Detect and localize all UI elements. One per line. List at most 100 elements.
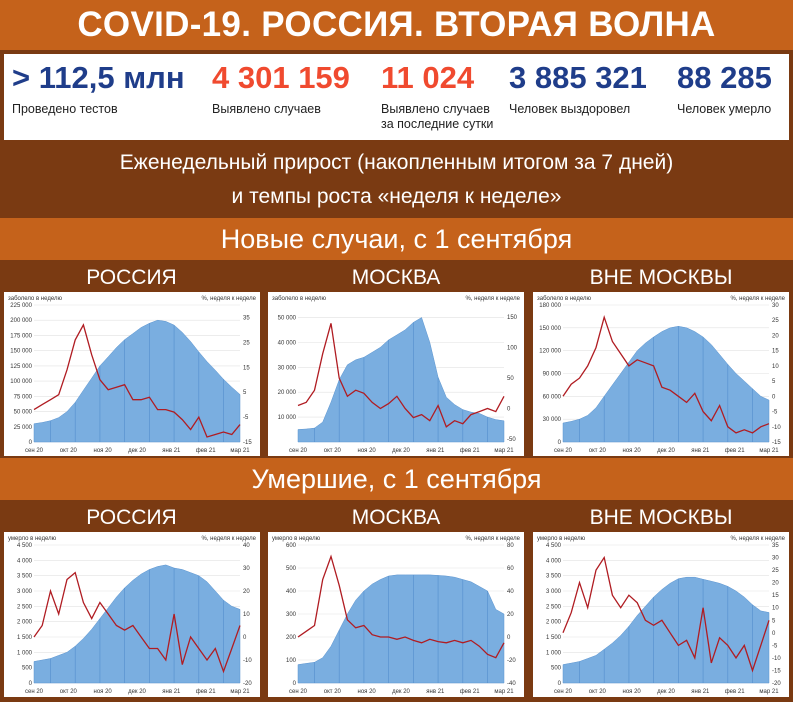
y-tick-label: 50 000 (278, 315, 297, 321)
y-tick-label: 150 000 (10, 349, 32, 355)
y-tick-label: 0 (29, 440, 33, 446)
y-tick-label: 3 500 (17, 574, 33, 580)
y-tick-label: 400 (286, 589, 297, 595)
y2-tick-label: 30 (772, 303, 779, 309)
y2-tick-label: 5 (772, 618, 776, 624)
y2-tick-label: -10 (772, 656, 781, 662)
y-tick-label: 3 500 (546, 574, 562, 580)
y2-tick-label: 20 (772, 581, 779, 587)
chart-cases-outside-moscow: заболело в неделю %, неделя к неделе 180 0… (533, 292, 789, 456)
stat-label: Выявлено случаев (212, 102, 321, 116)
y2-tick-label: -20 (772, 681, 781, 687)
y2-tick-label: 25 (243, 340, 250, 346)
y2-tick-label: 20 (243, 589, 250, 595)
y2-tick-label: 0 (772, 631, 776, 637)
y2-tick-label: 40 (243, 543, 250, 549)
stat-value: > 112,5 млн (12, 60, 185, 95)
x-tick-label: окт 20 (589, 448, 607, 454)
stat-cases: 4 301 159 Выявлено случаев (212, 54, 350, 117)
x-tick-label: ноя 20 (94, 448, 113, 454)
subtitle-line-2: и темпы роста «неделя к неделе» (231, 185, 562, 208)
y-tick-label: 0 (293, 681, 297, 687)
y2-tick-label: 150 (507, 315, 518, 321)
right-axis-title: %, неделя к неделе (465, 296, 520, 302)
stat-recovered: 3 885 321 Человек выздоровел (509, 54, 647, 117)
y-tick-label: 20 000 (278, 390, 297, 396)
x-tick-label: ноя 20 (94, 689, 113, 695)
y2-tick-label: 0 (507, 407, 511, 413)
area-series (297, 317, 505, 443)
x-tick-label: сен 20 (554, 689, 573, 695)
x-tick-label: фев 21 (460, 448, 480, 454)
y2-tick-label: 15 (772, 349, 779, 355)
x-tick-label: сен 20 (554, 448, 573, 454)
y2-tick-label: 40 (507, 589, 514, 595)
x-tick-label: янв 21 (162, 448, 181, 454)
x-tick-label: дек 20 (392, 448, 410, 454)
y-tick-label: 1 000 (546, 650, 562, 656)
region-header-outside-moscow: ВНЕ МОСКВЫ (529, 502, 793, 532)
y2-tick-label: 10 (243, 612, 250, 618)
area-series (562, 326, 770, 443)
chart-cases-russia: заболело в неделю %, неделя к неделе 225 0… (4, 292, 260, 456)
chart-deaths-russia: умерло в неделю %, неделя к неделе 4 500 4 … (4, 532, 260, 697)
y-tick-label: 500 (22, 666, 33, 672)
y2-tick-label: -20 (507, 658, 516, 664)
stat-label: Человек выздоровел (509, 102, 631, 116)
x-tick-label: ноя 20 (358, 689, 377, 695)
x-tick-label: фев 21 (725, 448, 745, 454)
y2-tick-label: 100 (507, 346, 518, 352)
x-tick-label: дек 20 (657, 689, 675, 695)
y-tick-label: 100 (286, 658, 297, 664)
y-tick-label: 30 000 (543, 417, 562, 423)
y2-tick-label: 30 (772, 556, 779, 562)
chart-deaths-moscow: умерло в неделю%, неделя к неделе 600 500 4… (268, 532, 524, 697)
line-series (297, 323, 505, 428)
y2-tick-label: 35 (772, 543, 779, 549)
x-tick-label: янв 21 (691, 448, 710, 454)
y2-tick-label: -10 (243, 658, 252, 664)
y-tick-label: 75 000 (14, 394, 33, 400)
y2-tick-label: 10 (772, 606, 779, 612)
x-tick-label: сен 20 (289, 689, 308, 695)
stat-tests: > 112,5 млн Проведено тестов (12, 54, 185, 117)
x-tick-label: дек 20 (392, 689, 410, 695)
y2-tick-label: 60 (507, 566, 514, 572)
left-axis-title: умерло в неделю (537, 536, 586, 542)
y-tick-label: 150 000 (539, 326, 561, 332)
page-title: COVID-19. РОССИЯ. ВТОРАЯ ВОЛНА (0, 0, 793, 50)
stat-value: 4 301 159 (212, 60, 350, 95)
x-tick-label: фев 21 (196, 689, 216, 695)
x-tick-label: фев 21 (460, 689, 480, 695)
y2-tick-label: 15 (772, 593, 779, 599)
y2-tick-label: -15 (772, 440, 781, 446)
y-tick-label: 500 (286, 566, 297, 572)
x-tick-label: окт 20 (60, 448, 78, 454)
chart-svg: заболело в неделю %, неделя к неделе 225 0… (8, 296, 257, 454)
x-tick-label: янв 21 (426, 448, 445, 454)
y-tick-label: 2 500 (546, 604, 562, 610)
y2-tick-label: 25 (772, 568, 779, 574)
y-tick-label: 125 000 (10, 364, 32, 370)
y-tick-label: 200 000 (10, 318, 32, 324)
y-tick-label: 50 000 (14, 410, 33, 416)
y-tick-label: 2 500 (17, 604, 33, 610)
area-series (33, 319, 241, 443)
x-tick-label: мар 21 (759, 689, 779, 695)
y-tick-label: 25 000 (14, 425, 33, 431)
y-tick-label: 100 000 (10, 379, 32, 385)
y2-tick-label: -5 (772, 643, 778, 649)
y2-tick-label: -15 (772, 668, 781, 674)
chart-svg: заболело в неделю %, неделя к неделе 50 00… (272, 296, 521, 454)
y-tick-label: 60 000 (543, 394, 562, 400)
x-tick-label: янв 21 (691, 689, 710, 695)
stat-label: Проведено тестов (12, 102, 118, 116)
y-tick-label: 30 000 (278, 365, 297, 371)
x-tick-label: дек 20 (128, 448, 146, 454)
y-tick-label: 90 000 (543, 372, 562, 378)
y-tick-label: 500 (551, 666, 562, 672)
left-axis-title: заболело в неделю (537, 296, 591, 302)
area-series (33, 564, 241, 684)
y2-tick-label: -50 (507, 437, 516, 443)
y-tick-label: 1 500 (546, 635, 562, 641)
